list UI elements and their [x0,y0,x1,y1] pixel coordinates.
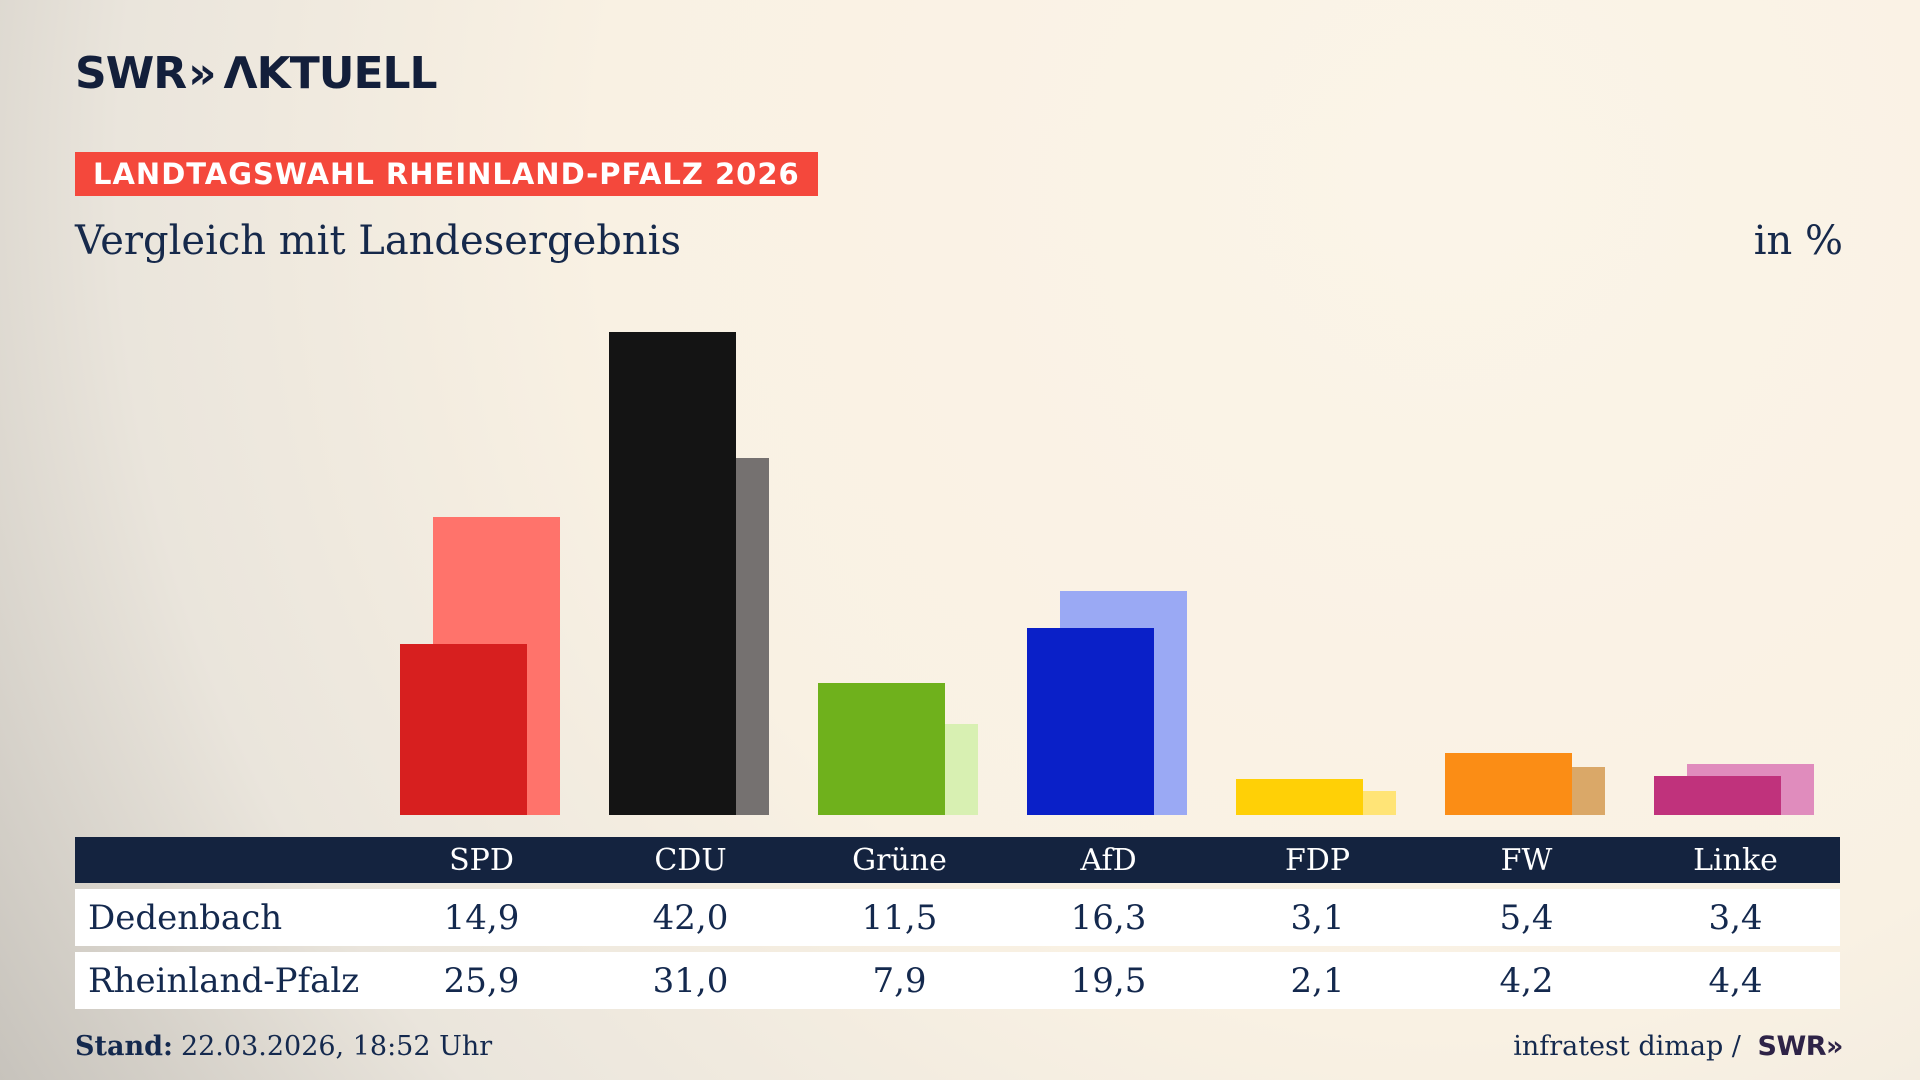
value-rheinland-pfalz-fdp: 2,1 [1290,960,1345,1001]
table-header-spd: SPD [449,842,514,878]
table-header-fw: FW [1500,842,1553,878]
source-logo-chevron-icon: » [1826,1031,1843,1062]
bar-dedenbach-fw [1445,753,1572,815]
row-label-rheinland-pfalz: Rheinland-Pfalz [88,960,360,1001]
table-header-gr-ne: Grüne [852,842,947,878]
source-swr-logo: SWR» [1757,1031,1844,1062]
table-header-fdp: FDP [1284,842,1351,878]
value-dedenbach-fw: 5,4 [1499,897,1554,938]
unit-label: in % [1753,218,1843,264]
value-dedenbach-fdp: 3,1 [1290,897,1345,938]
bar-dedenbach-linke [1654,776,1781,815]
value-dedenbach-afd: 16,3 [1070,897,1147,938]
row-label-dedenbach: Dedenbach [88,897,283,938]
bar-dedenbach-gr-ne [818,683,945,815]
logo-aktuell-text: ΛKTUELL [223,48,438,99]
logo-chevron-icon: » [188,48,216,99]
value-rheinland-pfalz-afd: 19,5 [1070,960,1147,1001]
table-row-rheinland-pfalz: Rheinland-Pfalz 25,9 31,0 7,9 19,5 2,1 4,2 4,4 [75,952,1840,1009]
table-row-dedenbach: Dedenbach 14,9 42,0 11,5 16,3 3,1 5,4 3,4 [75,889,1840,946]
bar-dedenbach-spd [400,644,527,815]
table-header-cdu: CDU [654,842,727,878]
timestamp-value: 22.03.2026, 18:52 Uhr [180,1031,493,1062]
value-dedenbach-gr-ne: 11,5 [861,897,938,938]
value-rheinland-pfalz-cdu: 31,0 [652,960,729,1001]
chart-title: Vergleich mit Landesergebnis [75,218,681,264]
bar-dedenbach-fdp [1236,779,1363,815]
value-rheinland-pfalz-spd: 25,9 [443,960,520,1001]
value-dedenbach-spd: 14,9 [443,897,520,938]
value-dedenbach-cdu: 42,0 [652,897,729,938]
value-rheinland-pfalz-gr-ne: 7,9 [872,960,927,1001]
results-table: SPD CDU Grüne AfD FDP FW Linke Dedenbach 14,9 42… [75,837,1840,1009]
bar-dedenbach-cdu [609,332,736,815]
logo-swr-text: SWR [75,48,187,99]
table-header-row: SPD CDU Grüne AfD FDP FW Linke [75,837,1840,883]
value-dedenbach-linke: 3,4 [1708,897,1763,938]
timestamp-label: Stand: [75,1031,173,1062]
value-rheinland-pfalz-fw: 4,2 [1499,960,1554,1001]
table-header-linke: Linke [1693,842,1778,878]
source-text: infratest dimap / [1513,1031,1741,1062]
table-header-afd: AfD [1080,842,1137,878]
swr-aktuell-logo: SWR» ΛKTUELL [75,48,438,99]
table-body: Dedenbach 14,9 42,0 11,5 16,3 3,1 5,4 3,4 Rheinl… [75,889,1840,1009]
source-attribution: infratest dimap / SWR» [1513,1031,1843,1062]
value-rheinland-pfalz-linke: 4,4 [1708,960,1763,1001]
election-badge: LANDTAGSWAHL RHEINLAND-PFALZ 2026 [75,152,818,196]
bar-dedenbach-afd [1027,628,1154,815]
timestamp: Stand: 22.03.2026, 18:52 Uhr [75,1031,492,1062]
